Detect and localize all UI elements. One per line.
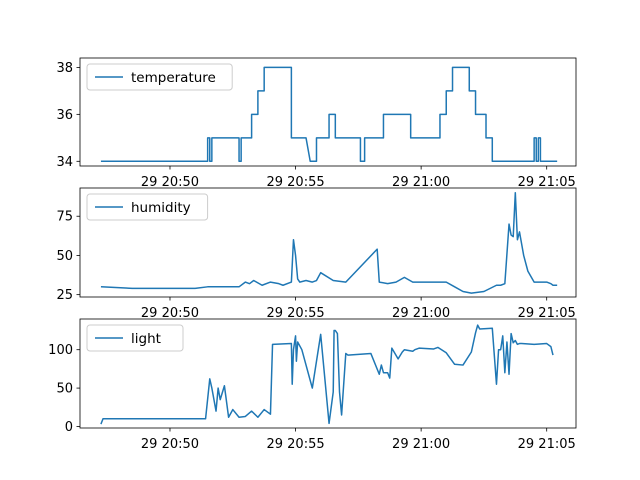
- y-tick-label: 34: [56, 155, 73, 170]
- series-line-temperature: [100, 66, 558, 163]
- x-tick-label: 29 20:50: [141, 437, 199, 452]
- legend-label: temperature: [131, 70, 216, 86]
- x-tick-label: 29 20:50: [141, 306, 199, 321]
- x-tick-label: 29 21:00: [392, 175, 450, 190]
- x-tick-label: 29 21:05: [518, 437, 576, 452]
- axes-frame: [79, 187, 577, 298]
- x-tick-label: 29 21:00: [392, 437, 450, 452]
- y-tick-label: 38: [56, 61, 73, 76]
- x-tick-label: 29 21:05: [518, 175, 576, 190]
- subplot-3: 0 50 100 29 20:50 29 20:55 29 21:00 29 21:05 li…: [48, 318, 577, 452]
- x-tick-label: 29 20:55: [266, 306, 324, 321]
- series-line-light: [100, 324, 554, 425]
- y-tick-label: 36: [56, 108, 73, 123]
- y-tick-label: 50: [56, 382, 73, 397]
- x-tick-label: 29 21:05: [518, 306, 576, 321]
- y-tick-label: 25: [56, 288, 73, 303]
- legend-box: [86, 193, 209, 221]
- subplot-2: 25 50 75 29 20:50 29 20:55 29 21:00 29 21:05 hu…: [56, 187, 577, 321]
- y-tick-label: 0: [65, 420, 73, 435]
- axes-frame: [79, 57, 577, 167]
- subplot-1: 34 36 38 29 20:50 29 20:55 29 21:00 29 21:05 te…: [56, 57, 577, 190]
- x-tick-label: 29 20:55: [266, 175, 324, 190]
- legend-box: [86, 324, 184, 352]
- legend-label: humidity: [131, 200, 191, 216]
- x-tick-label: 29 21:00: [392, 306, 450, 321]
- y-tick-label: 100: [48, 343, 73, 358]
- axes-frame: [79, 318, 577, 429]
- legend-box: [86, 63, 233, 91]
- y-tick-label: 75: [56, 210, 73, 225]
- x-tick-label: 29 20:50: [141, 175, 199, 190]
- legend: humidity: [86, 193, 209, 221]
- y-tick-label: 50: [56, 249, 73, 264]
- legend: temperature: [86, 63, 233, 91]
- legend: light: [86, 324, 184, 352]
- series-line-humidity: [100, 191, 558, 294]
- legend-label: light: [131, 331, 161, 347]
- x-tick-label: 29 20:55: [266, 437, 324, 452]
